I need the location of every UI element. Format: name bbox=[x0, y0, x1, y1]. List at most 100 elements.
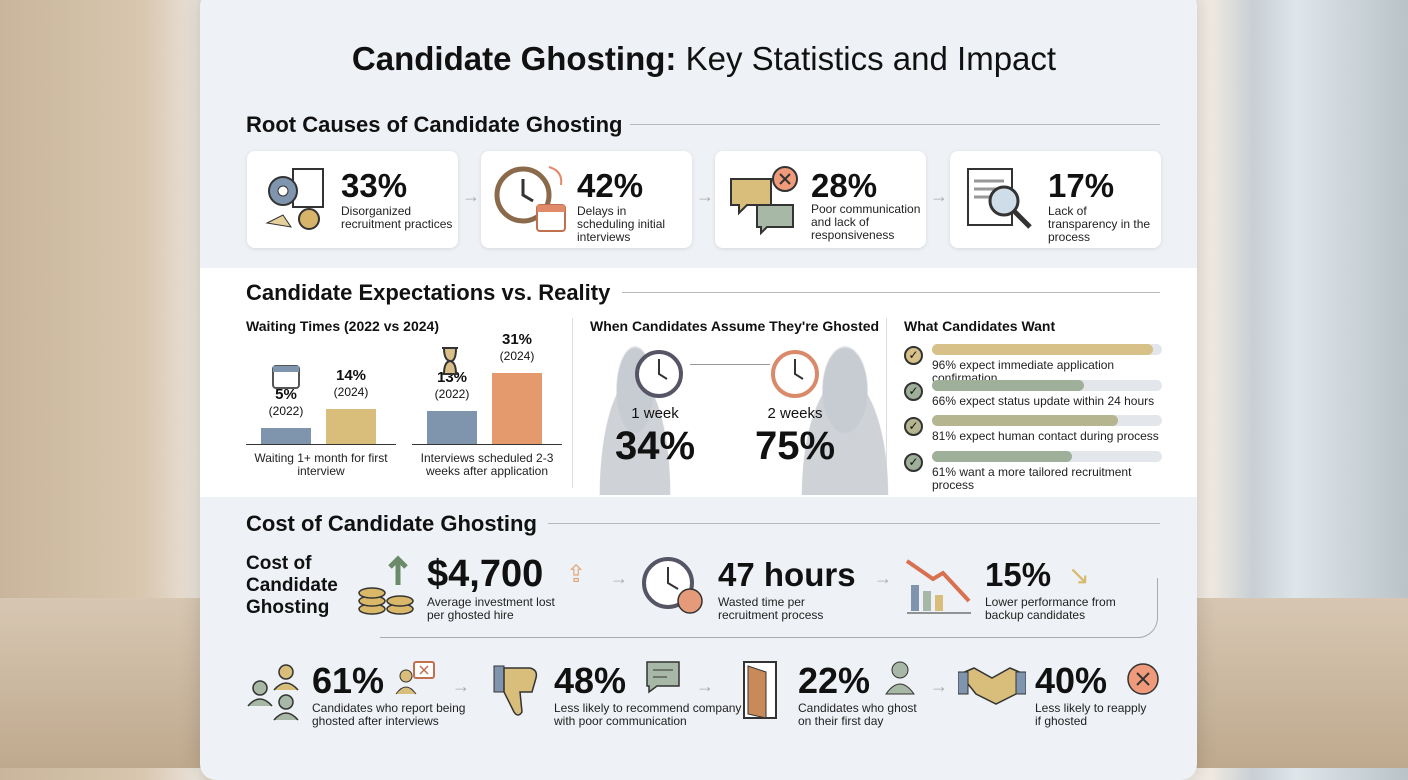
coins-icon bbox=[358, 555, 414, 615]
arrow-icon: → bbox=[696, 186, 714, 206]
hourglass-icon bbox=[442, 347, 458, 375]
chart-baseline bbox=[412, 444, 562, 445]
flow-connector bbox=[1120, 578, 1158, 638]
cost-label: Candidates who report being ghosted afte… bbox=[312, 701, 466, 728]
root-cause-card: 28% Poor communication and lack of respo… bbox=[715, 151, 926, 248]
bar-2024 bbox=[492, 372, 542, 444]
check-icon: ✓ bbox=[904, 417, 923, 436]
cost-side-label: Cost of Candidate Ghosting bbox=[246, 553, 338, 618]
people-group-icon bbox=[247, 664, 299, 721]
cost-label: Wasted time per recruitment process bbox=[718, 595, 824, 622]
column-divider bbox=[572, 318, 573, 488]
person-icon bbox=[885, 661, 915, 695]
flow-connector bbox=[380, 637, 1122, 638]
expectations-heading: Candidate Expectations vs. Reality bbox=[246, 280, 611, 305]
arrow-icon: → bbox=[930, 186, 948, 206]
document-magnifier-icon bbox=[967, 168, 1032, 229]
ghost-assume-value: 34% bbox=[614, 424, 696, 468]
root-cause-value: 17% bbox=[1048, 167, 1115, 204]
waiting-times-title: Waiting Times (2022 vs 2024) bbox=[246, 318, 439, 334]
arrow-icon: → bbox=[930, 676, 948, 696]
arrow-icon: → bbox=[874, 568, 892, 588]
cost-value: 15% bbox=[985, 556, 1052, 593]
bar-year-label: (2022) bbox=[434, 386, 470, 401]
period-label: 2 weeks bbox=[767, 405, 823, 422]
chart-caption: Interviews scheduled 2-3 weeks after app… bbox=[420, 451, 554, 478]
x-circle-icon bbox=[1127, 663, 1159, 695]
arrow-icon: → bbox=[462, 186, 480, 206]
bar-value-label: 5% bbox=[275, 385, 297, 403]
divider bbox=[630, 124, 1160, 125]
cost-label: Candidates who ghost on their first day bbox=[798, 701, 917, 728]
cost-value: 40% bbox=[1035, 660, 1108, 701]
assume-ghosted-title: When Candidates Assume They're Ghosted bbox=[590, 318, 880, 334]
ghost-assume-value: 75% bbox=[754, 424, 836, 468]
root-cause-value: 28% bbox=[811, 167, 878, 204]
bar-2024 bbox=[326, 408, 376, 444]
root-cause-value: 33% bbox=[341, 167, 408, 204]
divider bbox=[622, 292, 1160, 293]
cost-label: Less likely to recommend company with po… bbox=[554, 701, 742, 728]
progress-bar bbox=[932, 450, 1162, 462]
gears-document-icon bbox=[265, 168, 324, 230]
arrow-icon: → bbox=[696, 676, 714, 696]
bar-2022 bbox=[427, 410, 477, 444]
want-label: 81% expect human contact during process bbox=[932, 429, 1159, 443]
progress-bar bbox=[932, 415, 1162, 426]
progress-bar bbox=[932, 344, 1162, 355]
chart-caption: Waiting 1+ month for first interview bbox=[254, 451, 388, 478]
clock-calendar-icon bbox=[494, 166, 566, 232]
cost-value: $4,700 bbox=[427, 553, 544, 595]
clock-icon bbox=[642, 557, 703, 614]
handshake-icon bbox=[958, 667, 1026, 705]
cost-value: 22% bbox=[798, 660, 871, 701]
what-candidates-want-title: What Candidates Want bbox=[904, 318, 1056, 334]
period-label: 1 week bbox=[631, 405, 679, 422]
bar-year-label: (2022) bbox=[268, 403, 304, 418]
cost-label: Less likely to reapply if ghosted bbox=[1035, 701, 1147, 728]
arrow-icon: → bbox=[610, 568, 628, 588]
check-icon: ✓ bbox=[904, 452, 923, 472]
root-causes-heading: Root Causes of Candidate Ghosting bbox=[246, 112, 623, 137]
root-cause-label: Poor communication and lack of responsiv… bbox=[811, 202, 921, 242]
clock-icon bbox=[635, 350, 683, 398]
upload-icon: ⇪ bbox=[566, 561, 587, 588]
clock-icon bbox=[771, 350, 819, 398]
bar-year-label: (2024) bbox=[499, 348, 535, 363]
cost-heading: Cost of Candidate Ghosting bbox=[246, 511, 537, 536]
cost-value: 47 hours bbox=[718, 556, 856, 593]
check-icon: ✓ bbox=[904, 381, 923, 401]
cost-value: 61% bbox=[312, 660, 385, 701]
chart-baseline bbox=[246, 444, 396, 445]
chat-bubble-icon bbox=[646, 661, 680, 694]
page-title: Candidate Ghosting: Key Statistics and I… bbox=[351, 40, 1057, 77]
root-cause-card: 42% Delays in scheduling initial intervi… bbox=[481, 151, 692, 248]
bar-year-label: (2024) bbox=[333, 384, 369, 399]
want-label: 61% want a more tailored recruitment pro… bbox=[932, 464, 1132, 492]
root-cause-value: 42% bbox=[577, 167, 644, 204]
root-cause-label: Lack of transparency in the process bbox=[1048, 204, 1151, 244]
arrow-line bbox=[690, 364, 770, 365]
broken-chat-icon bbox=[730, 166, 798, 235]
divider bbox=[548, 523, 1160, 524]
bar-value-label: 31% bbox=[501, 330, 533, 348]
bar-2022 bbox=[261, 427, 311, 444]
declining-chart-icon bbox=[905, 559, 971, 614]
root-cause-card: 33% Disorganized recruitment practices bbox=[247, 151, 458, 248]
open-door-icon bbox=[743, 661, 777, 719]
progress-bar bbox=[932, 379, 1162, 391]
calendar-icon bbox=[272, 365, 300, 389]
cost-label: Lower performance from backup candidates bbox=[985, 595, 1116, 622]
check-icon: ✓ bbox=[904, 346, 923, 365]
root-cause-card: 17% Lack of transparency in the process bbox=[950, 151, 1161, 248]
root-cause-label: Disorganized recruitment practices bbox=[341, 204, 453, 231]
cost-value: 48% bbox=[554, 660, 627, 701]
arrow-icon: → bbox=[452, 676, 470, 696]
cost-label: Average investment lost per ghosted hire bbox=[427, 595, 555, 622]
person-message-icon bbox=[395, 661, 435, 695]
bar-value-label: 14% bbox=[335, 366, 367, 384]
thumbs-down-icon bbox=[493, 665, 538, 716]
down-arrow-icon: ↘ bbox=[1068, 560, 1090, 590]
want-label: 66% expect status update within 24 hours bbox=[932, 393, 1155, 408]
root-cause-label: Delays in scheduling initial interviews bbox=[577, 204, 666, 244]
